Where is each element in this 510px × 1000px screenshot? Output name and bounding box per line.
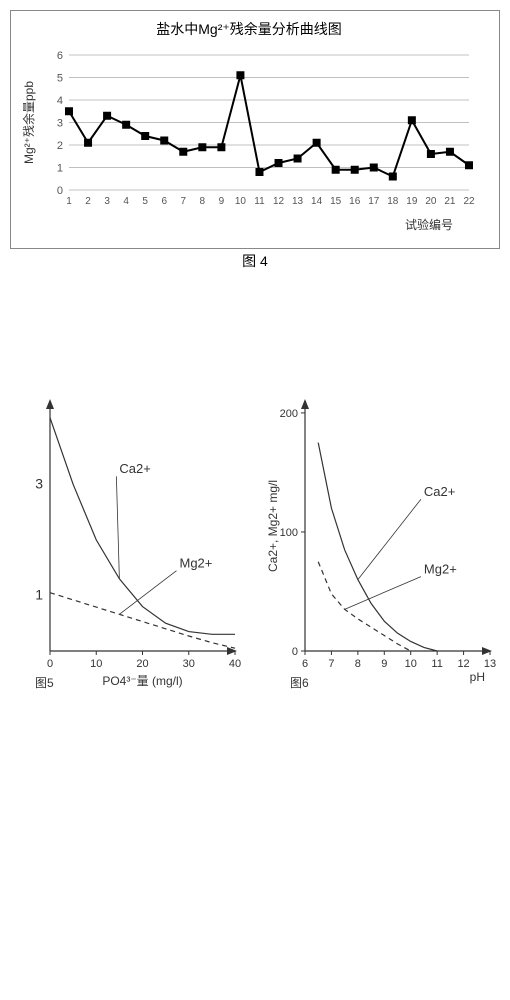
svg-text:Ca2+: Ca2+	[119, 461, 150, 476]
svg-text:200: 200	[280, 408, 298, 420]
svg-text:Mg²⁺残余量ppb: Mg²⁺残余量ppb	[21, 81, 36, 164]
svg-text:4: 4	[57, 95, 63, 107]
svg-text:10: 10	[235, 196, 247, 207]
chart3-svg: 6 7 8 9 10 11 12 13 0 100 200 Ca2+ Mg2+ pH Ca2+, Mg2+ …	[265, 391, 500, 691]
svg-text:3: 3	[104, 196, 110, 207]
svg-text:6: 6	[302, 658, 308, 670]
svg-text:8: 8	[200, 196, 206, 207]
svg-text:0: 0	[47, 658, 53, 670]
svg-text:100: 100	[280, 527, 298, 539]
svg-text:11: 11	[431, 658, 442, 670]
svg-text:5: 5	[57, 73, 63, 85]
svg-text:11: 11	[254, 196, 265, 207]
svg-text:3: 3	[57, 118, 63, 130]
svg-text:Mg2+: Mg2+	[424, 562, 457, 577]
chart1-caption: 图 4	[10, 251, 500, 271]
svg-text:6: 6	[57, 50, 63, 62]
svg-text:试验编号: 试验编号	[405, 217, 453, 232]
chart3-container: 6 7 8 9 10 11 12 13 0 100 200 Ca2+ Mg2+ pH Ca2+, Mg2+ …	[265, 391, 500, 696]
svg-text:22: 22	[463, 196, 475, 207]
svg-text:13: 13	[292, 196, 304, 207]
svg-text:Ca2+: Ca2+	[424, 484, 455, 499]
svg-text:12: 12	[457, 658, 469, 670]
svg-text:1: 1	[57, 163, 63, 175]
svg-text:pH: pH	[470, 670, 485, 684]
svg-text:20: 20	[425, 196, 437, 207]
svg-text:2: 2	[85, 196, 91, 207]
svg-text:1: 1	[66, 196, 72, 207]
svg-text:10: 10	[90, 658, 102, 670]
svg-text:19: 19	[406, 196, 418, 207]
svg-text:15: 15	[330, 196, 342, 207]
svg-text:Mg2+: Mg2+	[180, 556, 213, 571]
svg-text:8: 8	[355, 658, 361, 670]
svg-text:17: 17	[368, 196, 380, 207]
svg-text:PO4³⁻量 (mg/l): PO4³⁻量 (mg/l)	[102, 674, 182, 688]
svg-text:14: 14	[311, 196, 323, 207]
svg-text:21: 21	[444, 196, 456, 207]
svg-text:30: 30	[183, 658, 195, 670]
chart1-svg: 0123456123456789101112131415161718192021…	[19, 45, 479, 235]
svg-text:1: 1	[35, 586, 43, 602]
svg-text:2: 2	[57, 140, 63, 152]
svg-text:7: 7	[328, 658, 334, 670]
chart2-container: 0 10 20 30 40 1 3 Ca2+ Mg2+ PO4³⁻量 (mg/l) 图5	[10, 391, 245, 696]
svg-text:20: 20	[136, 658, 148, 670]
svg-text:40: 40	[229, 658, 241, 670]
svg-text:0: 0	[292, 646, 298, 658]
svg-text:13: 13	[484, 658, 496, 670]
svg-text:图5: 图5	[35, 676, 54, 690]
svg-text:18: 18	[387, 196, 399, 207]
svg-text:9: 9	[381, 658, 387, 670]
svg-text:6: 6	[161, 196, 167, 207]
svg-text:3: 3	[35, 475, 43, 491]
svg-text:0: 0	[57, 185, 63, 197]
svg-text:16: 16	[349, 196, 361, 207]
chart1-title: 盐水中Mg²⁺残余量分析曲线图	[19, 19, 479, 39]
svg-text:Ca2+, Mg2+ mg/l: Ca2+, Mg2+ mg/l	[266, 480, 280, 572]
chart1-container: 盐水中Mg²⁺残余量分析曲线图 012345612345678910111213…	[10, 10, 500, 249]
svg-text:图6: 图6	[290, 676, 309, 690]
svg-text:7: 7	[181, 196, 187, 207]
chart2-svg: 0 10 20 30 40 1 3 Ca2+ Mg2+ PO4³⁻量 (mg/l) 图5	[10, 391, 245, 691]
svg-text:9: 9	[219, 196, 225, 207]
svg-text:5: 5	[142, 196, 148, 207]
svg-text:12: 12	[273, 196, 285, 207]
svg-text:10: 10	[405, 658, 417, 670]
svg-text:4: 4	[123, 196, 129, 207]
